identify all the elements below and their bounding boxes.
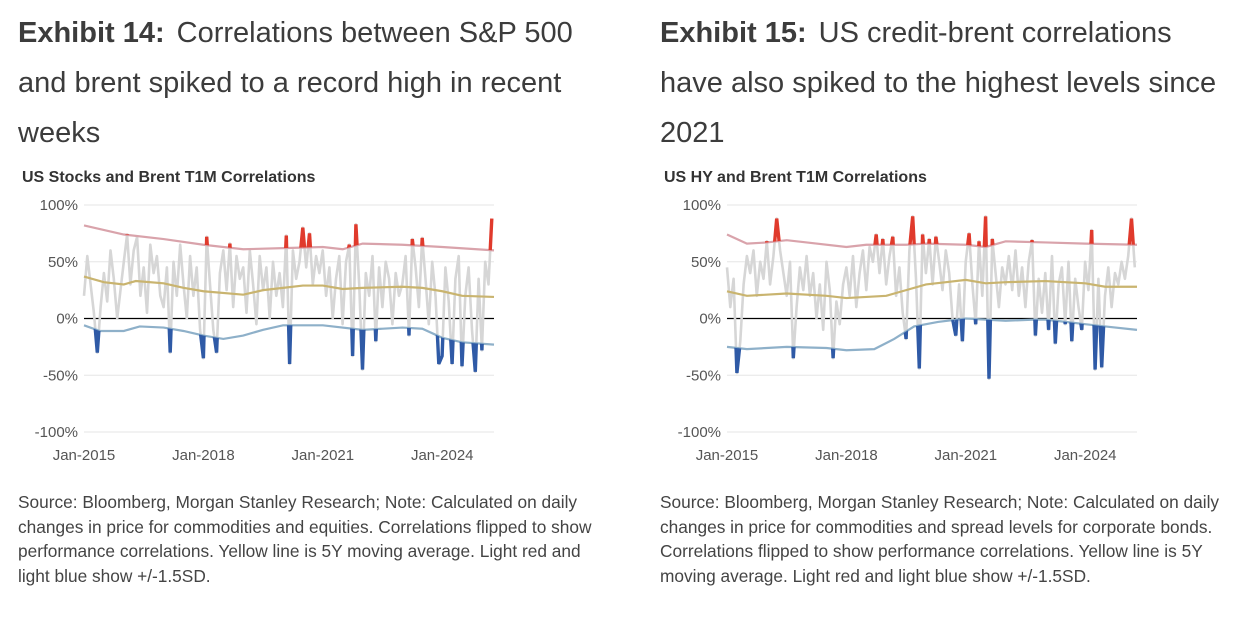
moving-average-line	[83, 275, 495, 299]
y-tick-label: 0%	[699, 311, 721, 328]
correlation-chart: 100% 50% 0% -50% -100% Jan-2015 Jan-2018 Jan-20…	[678, 197, 1138, 464]
chart-title: US Stocks and Brent T1M Correlations	[22, 169, 316, 186]
correlation-series	[725, 215, 1137, 380]
y-tick-label: 50%	[691, 254, 721, 271]
y-tick-label: -100%	[678, 424, 721, 441]
x-tick-label: Jan-2018	[815, 447, 878, 464]
lower-band-line	[726, 317, 1138, 352]
x-tick-label: Jan-2018	[172, 447, 235, 464]
upper-band-line	[83, 224, 495, 252]
x-tick-label: Jan-2024	[411, 447, 474, 464]
exhibit-label: Exhibit 15:	[660, 17, 807, 49]
x-tick-label: Jan-2021	[935, 447, 998, 464]
y-tick-label: 100%	[40, 197, 78, 214]
x-tick-label: Jan-2021	[292, 447, 355, 464]
x-tick-label: Jan-2015	[53, 447, 116, 464]
x-tick-label: Jan-2024	[1054, 447, 1117, 464]
y-tick-label: 0%	[56, 311, 78, 328]
exhibit-14-panel: Exhibit 14: Correlations between S&P 500 …	[0, 0, 600, 624]
y-tick-label: 100%	[683, 197, 721, 214]
upper-band-line	[726, 233, 1138, 249]
correlation-series	[82, 218, 494, 374]
exhibit-label: Exhibit 14:	[18, 17, 165, 49]
y-tick-label: -50%	[686, 367, 721, 384]
chart-title: US HY and Brent T1M Correlations	[664, 169, 927, 186]
y-tick-label: -50%	[43, 367, 78, 384]
source-note: Source: Bloomberg, Morgan Stanley Resear…	[660, 492, 1220, 586]
correlation-chart: 100% 50% 0% -50% -100% Jan-2015 Jan-2018 Jan-20…	[35, 197, 495, 464]
y-tick-label: -100%	[35, 424, 78, 441]
exhibit-title: Exhibit 14: Correlations between S&P 500 …	[18, 8, 598, 158]
exhibit-title: Exhibit 15: US credit-brent correlations …	[660, 8, 1240, 158]
lower-band-line	[83, 324, 495, 346]
exhibit-headline: US credit-brent correlations have also s…	[660, 17, 1217, 149]
exhibit-15-panel: Exhibit 15: US credit-brent correlations …	[642, 0, 1242, 624]
y-tick-label: 50%	[48, 254, 78, 271]
source-note: Source: Bloomberg, Morgan Stanley Resear…	[18, 492, 592, 586]
moving-average-line	[726, 278, 1137, 300]
exhibit-headline: Correlations between S&P 500 and brent s…	[18, 17, 573, 149]
x-tick-label: Jan-2015	[696, 447, 759, 464]
